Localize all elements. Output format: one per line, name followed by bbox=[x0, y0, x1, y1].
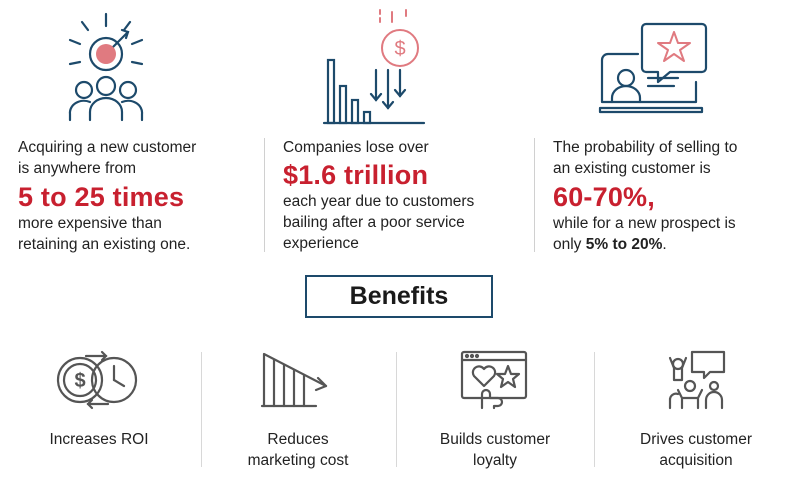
stat-highlight: 60-70%, bbox=[553, 182, 655, 212]
divider bbox=[594, 352, 595, 467]
benefit-roi: Increases ROI bbox=[0, 429, 198, 450]
people-acquisition-icon bbox=[668, 350, 726, 410]
loyalty-heart-star-icon bbox=[460, 350, 528, 410]
stat-block-acquisition: Acquiring a new customer is anywhere fro… bbox=[18, 137, 258, 255]
benefits-title: Benefits bbox=[305, 275, 493, 318]
stat-inline-highlight: 5% to 20% bbox=[585, 236, 663, 253]
benefit-acquisition: Drives customer acquisition bbox=[594, 429, 798, 471]
divider bbox=[396, 352, 397, 467]
benefit-label-line: loyalty bbox=[473, 452, 517, 469]
benefit-label-line: acquisition bbox=[659, 452, 733, 469]
stat-highlight: $1.6 trillion bbox=[283, 160, 429, 190]
roi-money-clock-icon: $ bbox=[56, 350, 138, 410]
divider bbox=[534, 138, 535, 252]
divider bbox=[264, 138, 265, 252]
stat-text: The probability of selling to bbox=[553, 139, 738, 156]
stat-block-revenue-loss: Companies lose over $1.6 trillion each y… bbox=[283, 137, 523, 254]
stat-highlight: 5 to 25 times bbox=[18, 182, 185, 212]
stat-text-prefix: only bbox=[553, 236, 586, 253]
target-audience-icon bbox=[68, 12, 144, 122]
stat-text: retaining an existing one. bbox=[18, 236, 191, 253]
benefit-label-line: Builds customer bbox=[439, 431, 551, 448]
revenue-loss-icon: $ bbox=[322, 9, 426, 125]
stat-text: an existing customer is bbox=[553, 160, 711, 177]
declining-bars-icon bbox=[260, 352, 328, 408]
stat-text: more expensive than bbox=[18, 215, 162, 232]
benefit-label-line: Increases ROI bbox=[49, 431, 149, 448]
svg-text:$: $ bbox=[74, 370, 85, 392]
benefit-label-line: Drives customer bbox=[640, 431, 752, 448]
stat-text: Acquiring a new customer bbox=[18, 139, 197, 156]
review-laptop-icon bbox=[598, 22, 708, 114]
stat-text: bailing after a poor service bbox=[283, 214, 465, 231]
stat-text-suffix: . bbox=[662, 236, 667, 253]
stat-text: only 5% to 20%. bbox=[553, 234, 793, 255]
stat-text: Companies lose over bbox=[283, 139, 429, 156]
stat-text: each year due to customers bbox=[283, 193, 475, 210]
benefit-label-line: Reduces bbox=[267, 431, 329, 448]
benefit-marketing-cost: Reduces marketing cost bbox=[200, 429, 396, 471]
svg-text:$: $ bbox=[394, 38, 405, 60]
benefit-loyalty: Builds customer loyalty bbox=[396, 429, 594, 471]
stat-text: while for a new prospect is bbox=[553, 215, 736, 232]
divider bbox=[201, 352, 202, 467]
stat-text: is anywhere from bbox=[18, 160, 137, 177]
benefit-label-line: marketing cost bbox=[247, 452, 349, 469]
stat-block-probability: The probability of selling to an existin… bbox=[553, 137, 793, 255]
stat-text: experience bbox=[283, 235, 359, 252]
